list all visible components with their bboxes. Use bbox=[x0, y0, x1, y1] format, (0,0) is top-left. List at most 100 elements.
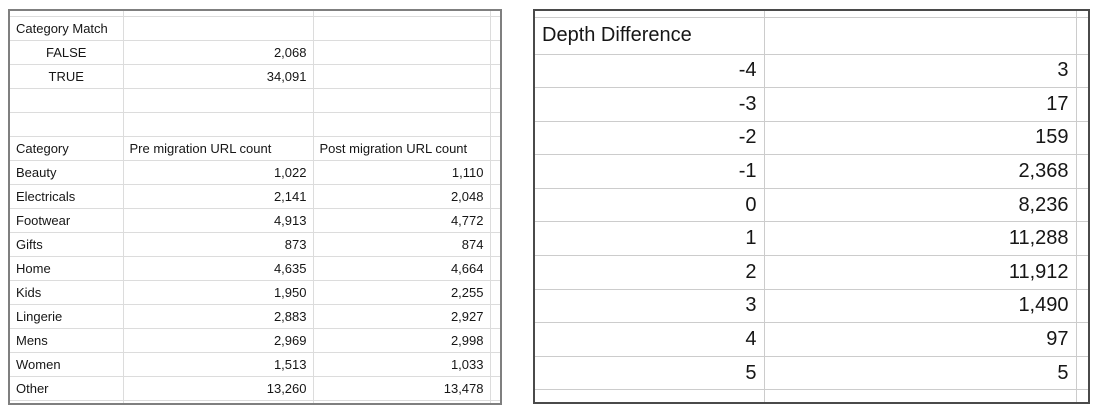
pre-count-cell[interactable]: 4,913 bbox=[122, 207, 314, 233]
filler-cell bbox=[122, 399, 314, 405]
pre-count-cell[interactable]: 4,635 bbox=[122, 255, 314, 281]
filler-cell bbox=[1075, 16, 1090, 55]
depth-cell[interactable]: 0 bbox=[533, 187, 765, 223]
depth-difference-table: Depth Difference -4 3 -3 17 -2 159 -1 2,368 0 8,23… bbox=[533, 9, 1090, 404]
category-name-cell[interactable]: Lingerie bbox=[8, 303, 124, 329]
filler-cell bbox=[489, 255, 502, 281]
empty-cell[interactable] bbox=[122, 87, 314, 113]
empty-cell[interactable] bbox=[312, 15, 491, 41]
category-name-cell[interactable]: Other bbox=[8, 375, 124, 401]
column-header-category[interactable]: Category bbox=[8, 135, 124, 161]
right-table-title[interactable]: Depth Difference bbox=[533, 16, 765, 55]
filler-cell bbox=[489, 63, 502, 89]
count-cell[interactable]: 3 bbox=[763, 53, 1077, 89]
summary-label-cell[interactable]: FALSE bbox=[8, 39, 124, 65]
column-header-pre-count[interactable]: Pre migration URL count bbox=[122, 135, 314, 161]
count-cell[interactable]: 159 bbox=[763, 120, 1077, 156]
post-count-cell[interactable]: 1,033 bbox=[312, 351, 491, 377]
empty-cell[interactable] bbox=[122, 111, 314, 137]
depth-cell[interactable]: 4 bbox=[533, 322, 765, 357]
summary-label-cell[interactable]: TRUE bbox=[8, 63, 124, 89]
depth-data-row: -2 159 bbox=[533, 120, 1090, 156]
empty-cell[interactable] bbox=[8, 111, 124, 137]
empty-cell[interactable] bbox=[8, 87, 124, 113]
category-data-row: Home 4,635 4,664 bbox=[8, 255, 502, 281]
category-name-cell[interactable]: Electricals bbox=[8, 183, 124, 209]
category-name-cell[interactable]: Kids bbox=[8, 279, 124, 305]
filler-cell bbox=[489, 15, 502, 41]
count-cell[interactable]: 2,368 bbox=[763, 154, 1077, 189]
count-cell[interactable]: 5 bbox=[763, 355, 1077, 391]
category-match-table-body: Category Match FALSE 2,068 TRUE 34,091 Catego… bbox=[8, 9, 502, 405]
category-name-cell[interactable]: Home bbox=[8, 255, 124, 281]
category-data-row: Beauty 1,022 1,110 bbox=[8, 159, 502, 185]
empty-cell[interactable] bbox=[312, 111, 491, 137]
pre-count-cell[interactable]: 1,022 bbox=[122, 159, 314, 185]
depth-difference-table-body: Depth Difference -4 3 -3 17 -2 159 -1 2,368 0 8,23… bbox=[533, 9, 1090, 404]
pre-count-cell[interactable]: 2,969 bbox=[122, 327, 314, 353]
depth-data-row: -4 3 bbox=[533, 53, 1090, 89]
post-count-cell[interactable]: 2,255 bbox=[312, 279, 491, 305]
count-cell[interactable]: 1,490 bbox=[763, 288, 1077, 324]
post-count-cell[interactable]: 2,998 bbox=[312, 327, 491, 353]
pre-count-cell[interactable]: 873 bbox=[122, 231, 314, 257]
depth-cell[interactable]: 2 bbox=[533, 255, 765, 290]
category-name-cell[interactable]: Gifts bbox=[8, 231, 124, 257]
empty-cell[interactable] bbox=[312, 39, 491, 65]
count-cell[interactable]: 17 bbox=[763, 87, 1077, 122]
count-cell[interactable]: 8,236 bbox=[763, 187, 1077, 223]
filler-cell bbox=[489, 39, 502, 65]
pre-count-cell[interactable]: 1,513 bbox=[122, 351, 314, 377]
category-data-row: Women 1,513 1,033 bbox=[8, 351, 502, 377]
category-name-cell[interactable]: Mens bbox=[8, 327, 124, 353]
empty-cell[interactable] bbox=[312, 87, 491, 113]
depth-cell[interactable]: -4 bbox=[533, 53, 765, 89]
pre-count-cell[interactable]: 13,260 bbox=[122, 375, 314, 401]
filler-cell bbox=[1075, 288, 1090, 324]
pre-count-cell[interactable]: 1,950 bbox=[122, 279, 314, 305]
count-cell[interactable]: 11,288 bbox=[763, 221, 1077, 257]
summary-value-cell[interactable]: 2,068 bbox=[122, 39, 314, 65]
filler-cell bbox=[489, 183, 502, 209]
depth-cell[interactable]: -3 bbox=[533, 87, 765, 122]
category-name-cell[interactable]: Beauty bbox=[8, 159, 124, 185]
summary-value-cell[interactable]: 34,091 bbox=[122, 63, 314, 89]
depth-cell[interactable]: -1 bbox=[533, 154, 765, 189]
filler-cell bbox=[1075, 120, 1090, 156]
post-count-cell[interactable]: 874 bbox=[312, 231, 491, 257]
filler-cell bbox=[1075, 355, 1090, 391]
count-cell[interactable]: 11,912 bbox=[763, 255, 1077, 290]
category-name-cell[interactable]: Women bbox=[8, 351, 124, 377]
post-count-cell[interactable]: 13,478 bbox=[312, 375, 491, 401]
depth-cell[interactable]: 3 bbox=[533, 288, 765, 324]
depth-cell[interactable]: 5 bbox=[533, 355, 765, 391]
post-count-cell[interactable]: 2,048 bbox=[312, 183, 491, 209]
post-count-cell[interactable]: 2,927 bbox=[312, 303, 491, 329]
depth-data-row: 1 11,288 bbox=[533, 221, 1090, 257]
left-table-title[interactable]: Category Match bbox=[8, 15, 124, 41]
post-count-cell[interactable]: 4,664 bbox=[312, 255, 491, 281]
empty-cell[interactable] bbox=[312, 63, 491, 89]
empty-cell[interactable] bbox=[122, 15, 314, 41]
filler-cell bbox=[489, 279, 502, 305]
filler-cell bbox=[763, 389, 1077, 404]
category-name-cell[interactable]: Footwear bbox=[8, 207, 124, 233]
count-cell[interactable]: 97 bbox=[763, 322, 1077, 357]
filler-cell bbox=[489, 231, 502, 257]
pre-count-cell[interactable]: 2,141 bbox=[122, 183, 314, 209]
category-data-row: Gifts 873 874 bbox=[8, 231, 502, 257]
depth-cell[interactable]: 1 bbox=[533, 221, 765, 257]
pre-count-cell[interactable]: 2,883 bbox=[122, 303, 314, 329]
depth-data-row: 2 11,912 bbox=[533, 255, 1090, 290]
post-count-cell[interactable]: 4,772 bbox=[312, 207, 491, 233]
depth-data-row: -3 17 bbox=[533, 87, 1090, 122]
column-header-post-count[interactable]: Post migration URL count bbox=[312, 135, 491, 161]
empty-cell[interactable] bbox=[763, 16, 1077, 55]
category-match-table: Category Match FALSE 2,068 TRUE 34,091 Catego… bbox=[8, 9, 502, 405]
depth-cell[interactable]: -2 bbox=[533, 120, 765, 156]
filler-cell bbox=[489, 351, 502, 377]
partial-row bbox=[8, 399, 502, 405]
depth-data-row: -1 2,368 bbox=[533, 154, 1090, 189]
filler-cell bbox=[1075, 389, 1090, 404]
post-count-cell[interactable]: 1,110 bbox=[312, 159, 491, 185]
